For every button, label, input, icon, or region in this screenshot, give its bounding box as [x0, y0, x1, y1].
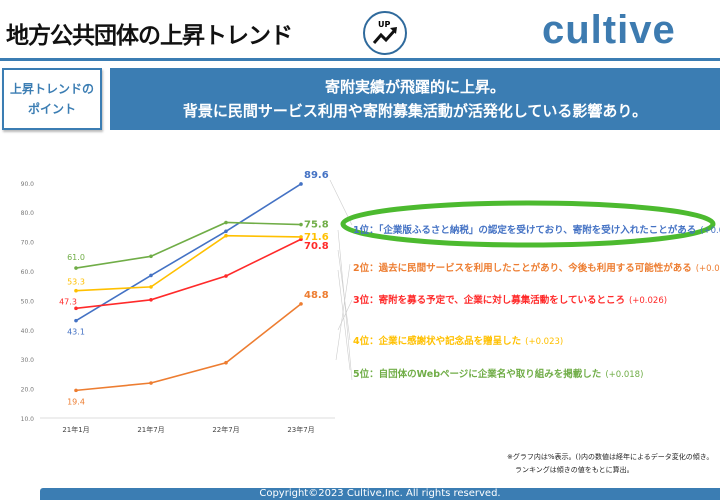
point-label-line1: 上昇トレンドの — [9, 82, 94, 96]
data-point — [74, 318, 78, 323]
ranking-delta: (+0.026) — [628, 296, 668, 306]
leader-line — [337, 229, 353, 381]
ranking-item: 2位：過去に民間サービスを利用したことがあり、今後も利用する可能性がある (+0.… — [353, 260, 720, 274]
series-line-2位 — [75, 303, 302, 392]
last-value-label: 70.8 — [304, 241, 329, 252]
ranking-text: 5位：自団体のWebページに企業名や取り組みを掲載した — [353, 369, 602, 380]
data-point — [74, 388, 78, 393]
ranking-text: 3位：寄附を募る予定で、企業に対し募集活動をしているところ — [353, 295, 625, 306]
data-point — [299, 235, 303, 239]
x-tick-label: 21年1月 — [62, 425, 89, 434]
highlight-ellipse — [340, 200, 716, 248]
last-value-label: 71.6 — [304, 232, 329, 243]
ranking-text: 1位：「企業版ふるさと納税」の認定を受けており、寄附を受け入れたことがある — [353, 225, 697, 236]
svg-text:UP: UP — [378, 20, 390, 29]
ranking-delta: (+0.032) — [695, 264, 720, 274]
series-line-1位 — [75, 183, 302, 322]
first-value-label: 19.4 — [67, 397, 85, 406]
summary-line2: 背景に民間サービス利用や寄附募集活動が活発化している影響あり。 — [182, 102, 648, 120]
ranking-text: 2位：過去に民間サービスを利用したことがあり、今後も利用する可能性がある — [353, 263, 692, 274]
ranking-item: 5位：自団体のWebページに企業名や取り組みを掲載した (+0.018) — [353, 366, 643, 380]
ranking-delta: (+0.018) — [605, 370, 644, 380]
last-value-label: 48.8 — [304, 290, 329, 301]
leader-line — [337, 269, 351, 371]
data-point — [299, 222, 303, 227]
page-title: 地方公共団体の上昇トレンド — [6, 23, 293, 49]
footer-copyright: Copyright©2023 Cultive,Inc. All rights r… — [40, 488, 720, 500]
data-point — [224, 220, 228, 225]
up-trend-icon: UP — [363, 11, 407, 55]
point-label-line2: ポイント — [27, 102, 76, 116]
y-tick-label: 30.0 — [21, 357, 35, 364]
x-tick-label: 23年7月 — [287, 425, 314, 434]
leader-line — [337, 299, 353, 331]
first-value-label: 47.3 — [59, 297, 77, 306]
data-point — [149, 273, 153, 278]
line-chart: 10.0 20.0 30.0 40.0 50.0 60.0 70.0 80.0 90.0 21年1… — [21, 170, 353, 434]
series-line-3位 — [75, 238, 302, 310]
y-tick-label: 70.0 — [21, 240, 35, 247]
first-value-label: 43.1 — [67, 328, 85, 337]
last-value-label: 89.6 — [304, 170, 329, 181]
data-point — [149, 254, 153, 259]
header-divider — [0, 58, 720, 61]
note-line2: ランキングは傾きの値をもとに算出。 — [515, 466, 634, 474]
series-line-4位 — [75, 234, 302, 292]
data-point — [149, 381, 153, 385]
last-value-label: 75.8 — [304, 220, 329, 231]
data-point — [224, 229, 228, 234]
summary-line1: 寄附実績が飛躍的に上昇。 — [324, 78, 505, 96]
ranking-text: 4位：企業に感謝状や記念品を贈呈した — [353, 336, 522, 347]
data-point — [224, 274, 228, 278]
data-point — [74, 266, 78, 270]
data-point — [74, 306, 78, 311]
ranking-delta: (+0.023) — [525, 337, 564, 347]
point-label-box: 上昇トレンドの ポイント — [2, 68, 102, 130]
data-point — [74, 288, 78, 293]
summary-banner: 寄附実績が飛躍的に上昇。 背景に民間サービス利用や寄附募集活動が活発化している影… — [110, 68, 720, 130]
y-tick-label: 60.0 — [21, 269, 35, 276]
cultive-logo: cultive — [542, 8, 676, 52]
ranking-item: 3位：寄附を募る予定で、企業に対し募集活動をしているところ (+0.026) — [353, 292, 667, 306]
x-tick-label: 22年7月 — [212, 425, 239, 434]
data-point — [149, 298, 153, 302]
y-tick-label: 80.0 — [21, 210, 35, 217]
data-point — [224, 360, 228, 365]
y-tick-label: 10.0 — [21, 416, 35, 423]
ranking-item: 1位：「企業版ふるさと納税」の認定を受けており、寄附を受け入れたことがある (+0… — [353, 222, 720, 236]
data-point — [299, 302, 303, 306]
data-point — [224, 233, 228, 238]
y-tick-label: 20.0 — [21, 387, 35, 394]
y-tick-label: 90.0 — [21, 181, 35, 188]
y-tick-label: 40.0 — [21, 328, 35, 335]
data-point — [299, 182, 303, 186]
series-line-5位 — [75, 221, 302, 269]
y-tick-label: 50.0 — [21, 298, 35, 305]
x-tick-label: 21年7月 — [137, 425, 164, 434]
note-line1: ※グラフ内は%表示。()内の数値は経年によるデータ変化の傾き。 — [507, 453, 714, 461]
first-value-label: 61.0 — [67, 253, 85, 262]
ranking-delta: (+0.049) — [700, 226, 720, 236]
data-point — [149, 285, 153, 289]
first-value-label: 53.3 — [67, 278, 85, 287]
ranking-item: 4位：企業に感謝状や記念品を贈呈した (+0.023) — [353, 333, 563, 347]
